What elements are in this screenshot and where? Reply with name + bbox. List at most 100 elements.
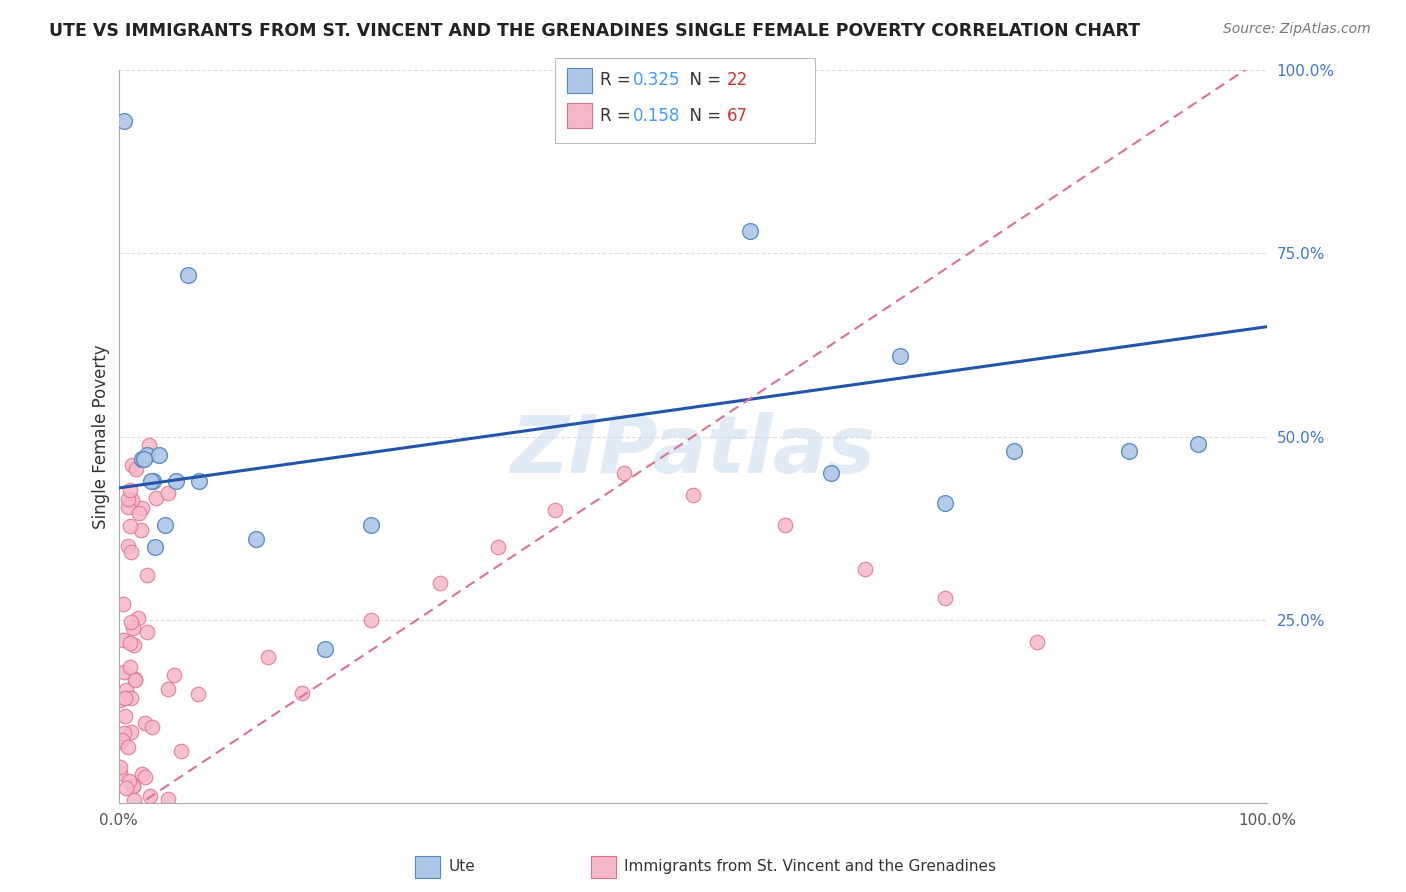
Point — [141, 720, 163, 734]
Point — [853, 561, 876, 575]
Point — [145, 491, 167, 505]
Point — [682, 488, 704, 502]
Point — [118, 518, 141, 533]
Point — [142, 474, 165, 488]
Point — [145, 540, 167, 554]
Point — [112, 726, 135, 740]
Point — [120, 724, 142, 739]
Point — [486, 540, 509, 554]
Point — [157, 791, 180, 805]
Point — [360, 517, 382, 532]
Text: R =: R = — [600, 107, 637, 125]
Text: 67: 67 — [727, 107, 748, 125]
Point — [136, 448, 159, 462]
Point — [117, 539, 139, 553]
Point — [165, 474, 187, 488]
Point — [129, 523, 152, 537]
Point — [117, 773, 139, 788]
Point — [131, 451, 153, 466]
Point — [934, 591, 956, 605]
Point — [1002, 444, 1025, 458]
Point — [114, 683, 136, 698]
Point — [121, 621, 143, 635]
Point — [156, 486, 179, 500]
Point — [176, 268, 198, 283]
Text: N =: N = — [679, 107, 727, 125]
Point — [108, 760, 131, 774]
Point — [131, 500, 153, 515]
Point — [117, 740, 139, 755]
Text: Ute: Ute — [449, 859, 475, 873]
Point — [124, 672, 146, 686]
Point — [138, 438, 160, 452]
Point — [157, 681, 180, 696]
Point — [820, 467, 842, 481]
Point — [110, 733, 132, 747]
Point — [257, 649, 280, 664]
Point — [110, 735, 132, 749]
Point — [429, 576, 451, 591]
Point — [120, 615, 142, 629]
Point — [169, 744, 191, 758]
Point — [136, 625, 159, 640]
Y-axis label: Single Female Poverty: Single Female Poverty — [93, 344, 110, 529]
Point — [1187, 437, 1209, 451]
Point — [134, 716, 156, 731]
Point — [112, 597, 135, 611]
Text: UTE VS IMMIGRANTS FROM ST. VINCENT AND THE GRENADINES SINGLE FEMALE POVERTY CORR: UTE VS IMMIGRANTS FROM ST. VINCENT AND T… — [49, 22, 1140, 40]
Point — [188, 474, 211, 488]
Text: N =: N = — [679, 71, 727, 89]
Point — [108, 693, 131, 707]
Text: Immigrants from St. Vincent and the Grenadines: Immigrants from St. Vincent and the Gren… — [624, 859, 997, 873]
Point — [773, 517, 796, 532]
Point — [117, 492, 139, 507]
Point — [127, 611, 149, 625]
Point — [291, 686, 314, 700]
Point — [112, 665, 135, 680]
Text: Source: ZipAtlas.com: Source: ZipAtlas.com — [1223, 22, 1371, 37]
Point — [128, 506, 150, 520]
Point — [740, 224, 762, 238]
Point — [121, 458, 143, 472]
Point — [117, 500, 139, 514]
Text: 22: 22 — [727, 71, 748, 89]
Text: 0.325: 0.325 — [633, 71, 681, 89]
Point — [139, 474, 162, 488]
Point — [163, 667, 186, 681]
Point — [187, 687, 209, 701]
Point — [1026, 635, 1049, 649]
Point — [148, 448, 170, 462]
Point — [114, 690, 136, 705]
Point — [153, 517, 176, 532]
Text: 0.158: 0.158 — [633, 107, 681, 125]
Point — [134, 770, 156, 784]
Text: R =: R = — [600, 71, 637, 89]
Point — [132, 451, 155, 466]
Point — [360, 613, 382, 627]
Point — [934, 495, 956, 509]
Point — [118, 660, 141, 674]
Point — [139, 789, 162, 803]
Point — [120, 691, 142, 706]
Point — [125, 462, 148, 476]
Point — [1118, 444, 1140, 458]
Point — [544, 503, 567, 517]
Point — [115, 780, 138, 795]
Point — [889, 349, 911, 363]
Point — [118, 636, 141, 650]
Point — [122, 638, 145, 652]
Point — [114, 709, 136, 723]
Point — [111, 633, 134, 648]
Point — [112, 114, 135, 128]
Point — [135, 567, 157, 582]
Point — [131, 766, 153, 780]
Point — [124, 673, 146, 687]
Point — [245, 533, 267, 547]
Point — [108, 765, 131, 780]
Point — [120, 545, 142, 559]
Point — [122, 779, 145, 793]
Point — [122, 780, 145, 794]
Point — [120, 483, 142, 497]
Text: ZIPatlas: ZIPatlas — [510, 412, 876, 491]
Point — [122, 793, 145, 807]
